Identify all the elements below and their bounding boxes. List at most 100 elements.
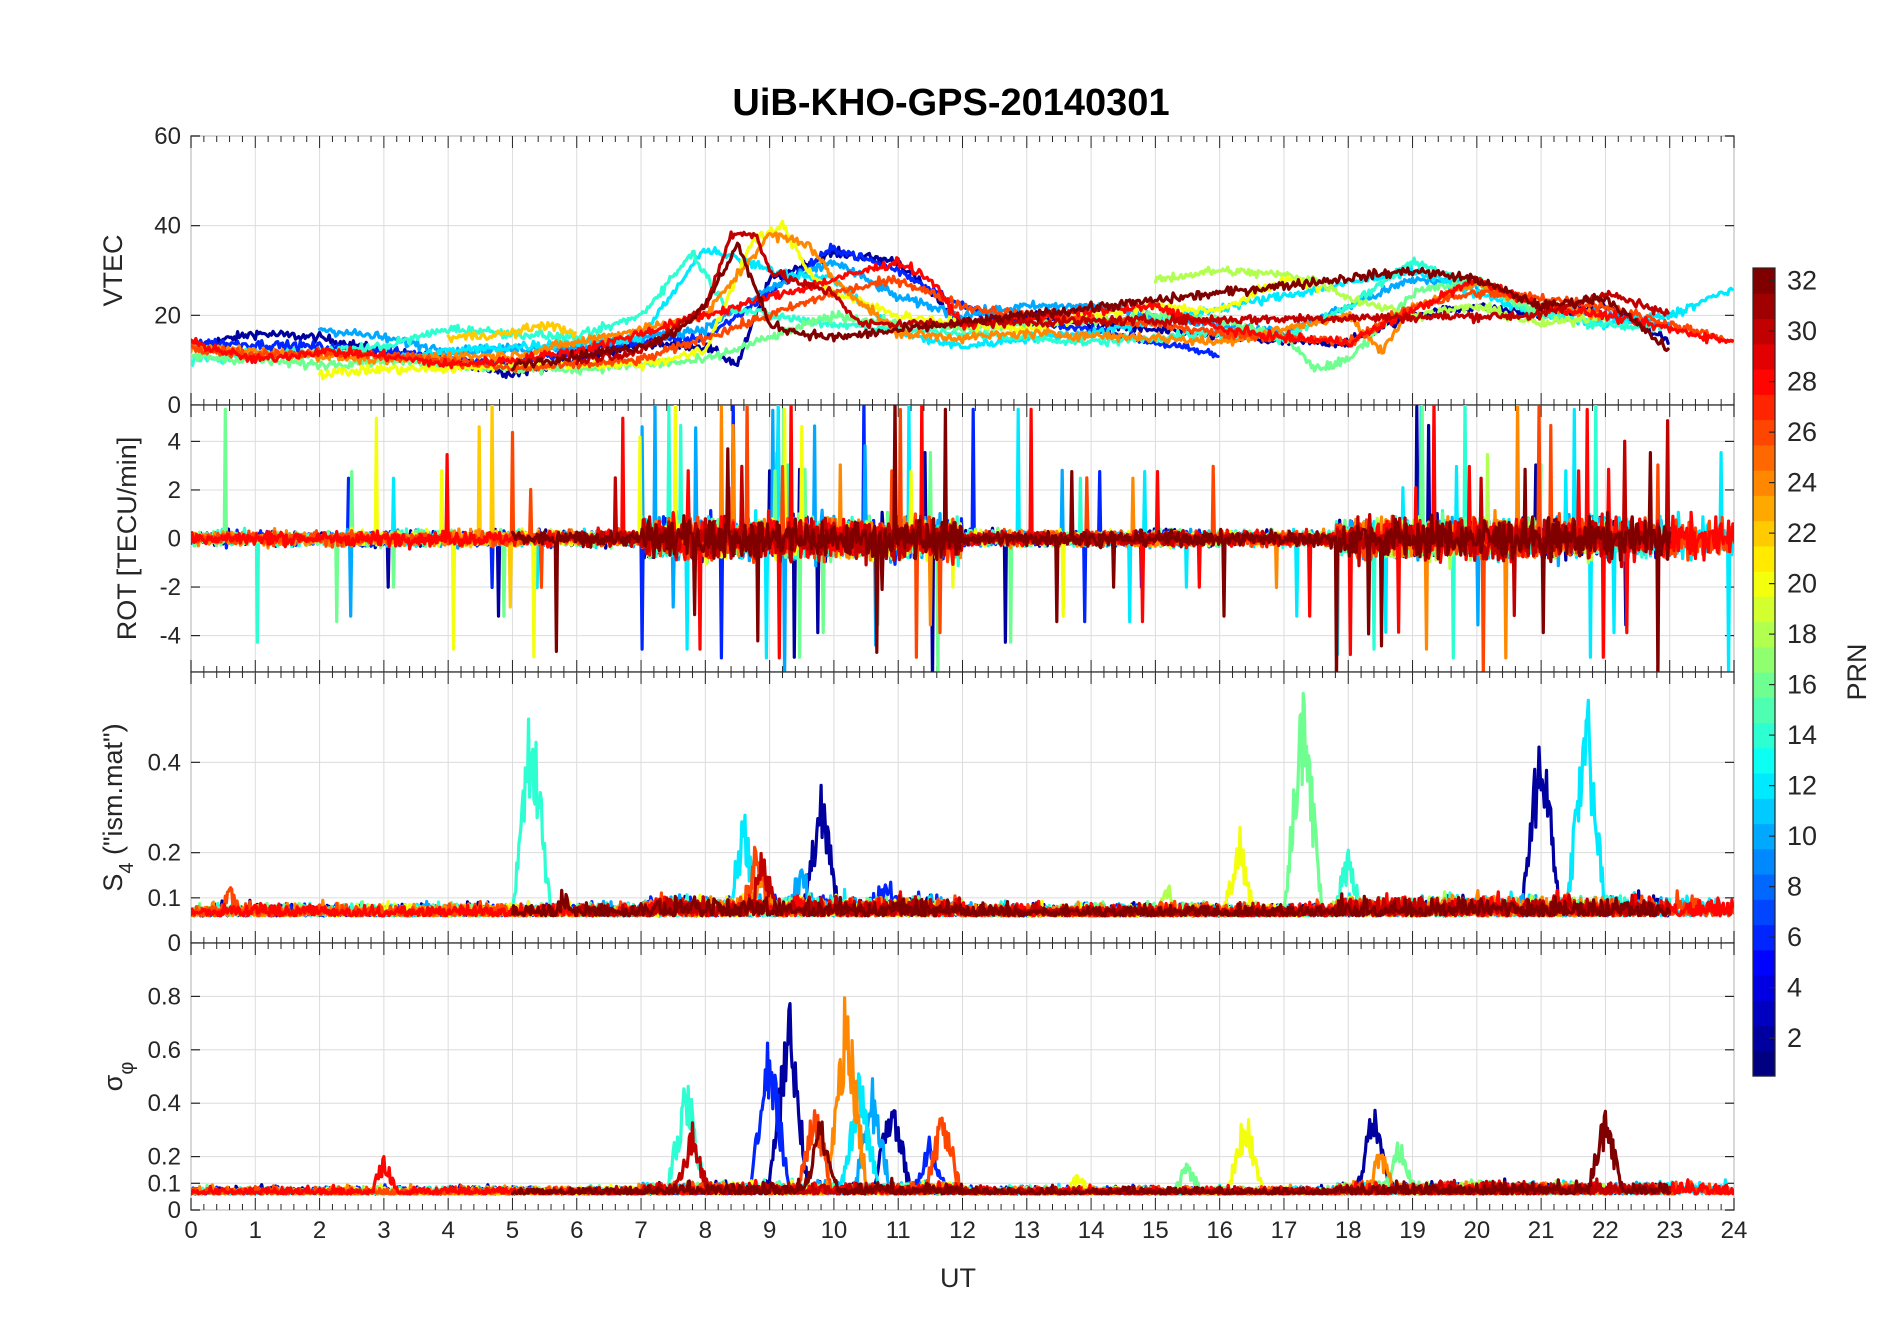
x-tick-label: 20	[1463, 1217, 1490, 1244]
y-axis-label-subscript: φ	[116, 1062, 138, 1075]
y-tick-label: 0	[168, 930, 181, 957]
colorbar-swatch	[1753, 874, 1775, 900]
x-tick-label: 1	[249, 1217, 262, 1244]
y-axis-label-rot: ROT [TECU/min]	[112, 437, 142, 641]
series-group-rot	[191, 405, 1734, 672]
x-tick-label: 5	[506, 1217, 519, 1244]
series-line-prn-30-vtec	[575, 230, 1670, 366]
series-line-prn-32-rot	[510, 405, 1672, 672]
series-line-prn-16-vtec	[191, 276, 1542, 376]
chart-title: UiB-KHO-GPS-20140301	[732, 82, 1169, 124]
colorbar-swatch	[1753, 495, 1775, 522]
y-axis-label-sigma: σφ	[98, 1062, 138, 1092]
colorbar-swatch	[1753, 571, 1775, 597]
colorbar-tick-label: 8	[1787, 872, 1802, 902]
series-group-vtec	[191, 219, 1734, 381]
colorbar-swatch	[1753, 798, 1775, 825]
colorbar-tick-label: 16	[1787, 670, 1817, 700]
colorbar-swatch	[1753, 1000, 1775, 1027]
colorbar-swatch	[1753, 823, 1775, 850]
colorbar-tick-label: 12	[1787, 771, 1817, 801]
x-tick-label: 19	[1399, 1217, 1426, 1244]
y-tick-label: 0.1	[148, 885, 181, 912]
colorbar-swatch	[1753, 343, 1775, 370]
panel-rot: -4 -2 0 2 4 ROT [TECU/min]	[112, 404, 1735, 673]
y-axis-label-vtec: VTEC	[98, 234, 128, 306]
colorbar-tick-label: 30	[1787, 316, 1817, 346]
colorbar-swatch	[1753, 394, 1775, 421]
colorbar-swatch	[1753, 1050, 1775, 1077]
colorbar-frame	[1752, 267, 1776, 1077]
series-line-prn-14-vtec	[191, 249, 1670, 367]
colorbar-tick-label: 20	[1787, 569, 1817, 599]
x-tick-label: 15	[1142, 1217, 1169, 1244]
x-tick-label: 23	[1656, 1217, 1683, 1244]
x-tick-label: 17	[1271, 1217, 1298, 1244]
y-tick-label: 0.1	[148, 1170, 181, 1197]
colorbar-swatch	[1753, 646, 1775, 673]
colorbar-swatch	[1753, 596, 1775, 623]
y-tick-label: 4	[168, 428, 181, 455]
y-tick-label: 20	[154, 302, 181, 329]
y-tick-label: 0	[168, 1197, 181, 1224]
colorbar-swatch	[1753, 419, 1775, 446]
x-tick-label: 0	[184, 1217, 197, 1244]
colorbar-tick-label: 6	[1787, 922, 1802, 952]
colorbar-tick-label: 24	[1787, 468, 1817, 498]
colorbar-swatch	[1753, 470, 1775, 496]
colorbar-tick-label: 10	[1787, 821, 1817, 851]
x-tick-label: 4	[441, 1217, 454, 1244]
colorbar-swatch	[1753, 369, 1775, 395]
y-tick-label: 2	[168, 477, 181, 504]
colorbar-swatch	[1753, 318, 1775, 345]
y-tick-label: 60	[154, 123, 181, 150]
series-line-prn-32-sigma	[510, 1109, 1672, 1196]
y-axis-label-symbol: S	[98, 874, 128, 892]
x-tick-label: 9	[763, 1217, 776, 1244]
x-tick-label: 8	[699, 1217, 712, 1244]
x-tick-label: 2	[313, 1217, 326, 1244]
x-tick-label: 3	[377, 1217, 390, 1244]
colorbar-swatch	[1753, 545, 1775, 572]
series-group-s4	[191, 691, 1734, 918]
colorbar-tick-label: 2	[1787, 1023, 1802, 1053]
y-tick-label: 40	[154, 213, 181, 240]
y-tick-label: 0	[168, 526, 181, 553]
colorbar-swatch	[1753, 975, 1775, 1001]
y-axis-label-symbol: σ	[98, 1074, 128, 1091]
colorbar-swatch	[1753, 848, 1775, 875]
x-tick-label: 24	[1721, 1217, 1748, 1244]
colorbar-tick-label: 18	[1787, 619, 1817, 649]
x-tick-label: 18	[1335, 1217, 1362, 1244]
x-tick-label: 13	[1013, 1217, 1040, 1244]
colorbar-swatch	[1753, 672, 1775, 698]
colorbar-label: PRN	[1842, 643, 1872, 700]
y-tick-label: -2	[160, 574, 181, 601]
colorbar-swatch	[1753, 722, 1775, 749]
colorbar-swatch	[1753, 773, 1775, 799]
y-tick-label: 0.4	[148, 1090, 181, 1117]
colorbar-swatch	[1753, 293, 1775, 320]
x-tick-label: 11	[886, 1217, 911, 1244]
colorbar-swatch	[1753, 949, 1775, 976]
colorbar-swatch	[1753, 268, 1775, 294]
colorbar-swatch	[1753, 899, 1775, 926]
x-tick-label: 21	[1528, 1217, 1555, 1244]
colorbar-tick-label: 22	[1787, 518, 1817, 548]
colorbar-swatch	[1753, 444, 1775, 471]
x-axis-label: UT	[940, 1263, 976, 1293]
colorbar-swatch	[1753, 520, 1775, 547]
colorbar-swatch	[1753, 621, 1775, 648]
x-tick-label: 6	[570, 1217, 583, 1244]
series-line-prn-22-vtec	[446, 320, 577, 344]
y-tick-label: 0.4	[148, 749, 181, 776]
series-line-prn-32-vtec	[510, 241, 1670, 372]
panel-s4: 0 0.1 0.2 0.4 S4 ("ism.mat")	[98, 671, 1735, 957]
panel-vtec: 0 20 40 60 VTEC	[98, 123, 1735, 419]
colorbar-swatch	[1753, 924, 1775, 951]
y-tick-label: 0.2	[148, 1144, 181, 1171]
series-line-prn-32-s4	[510, 888, 1672, 918]
